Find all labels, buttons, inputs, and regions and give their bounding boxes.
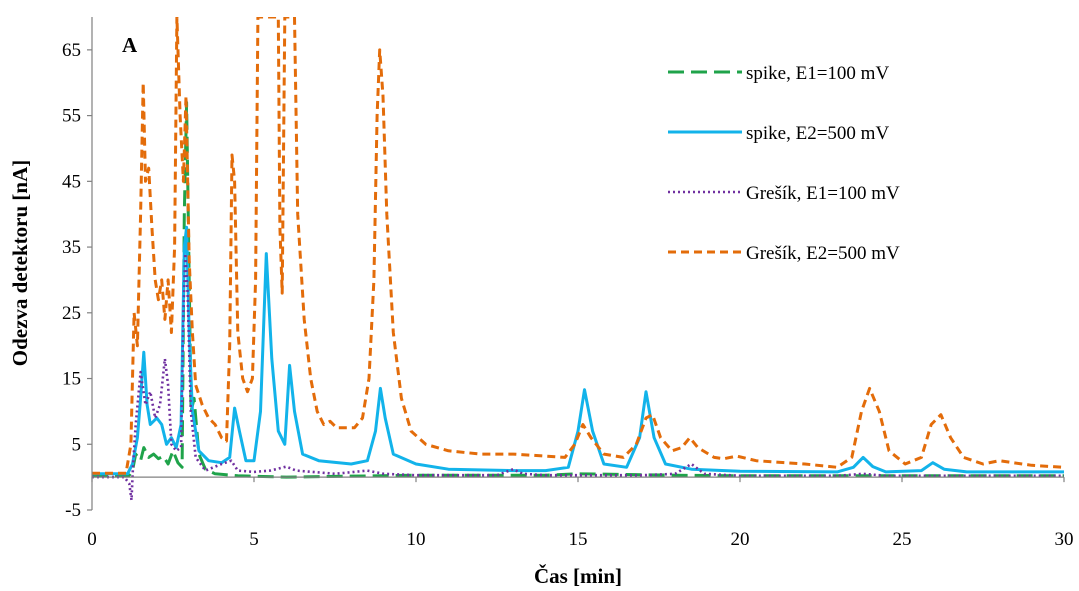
x-tick-label: 20 (731, 529, 750, 550)
panel-label: A (122, 33, 138, 57)
x-axis-title: Čas [min] (534, 564, 622, 588)
legend-label-4: Grešík, E2=500 mV (746, 243, 900, 264)
y-tick-label: 55 (62, 106, 81, 127)
series-line-2 (92, 225, 1064, 476)
x-tick-label: 15 (569, 529, 588, 550)
y-tick-label: 35 (62, 237, 81, 258)
y-tick-label: 15 (62, 369, 81, 390)
y-tick-label: -5 (65, 500, 81, 521)
x-tick-label: 30 (1055, 529, 1074, 550)
legend-label-1: spike, E1=100 mV (746, 63, 889, 84)
series-line-1 (92, 101, 1064, 479)
series-line-4 (92, 17, 1064, 475)
legend-label-2: spike, E2=500 mV (746, 123, 889, 144)
y-axis-title: Odezva detektoru [nA] (8, 160, 32, 366)
x-tick-label: 25 (893, 529, 912, 550)
legend: spike, E1=100 mV spike, E2=500 mV Grešík, … (668, 63, 900, 264)
y-tick-label: 25 (62, 303, 81, 324)
y-tick-label: 5 (72, 434, 82, 455)
series-layer (92, 17, 1064, 502)
axes-layer: 0 5 10 15 20 25 30 -5 5 15 25 35 45 55 65 (62, 17, 1074, 550)
x-tick-label: 10 (407, 529, 426, 550)
y-tick-label: 65 (62, 40, 81, 61)
y-tick-label: 45 (62, 171, 81, 192)
series-line-3 (92, 252, 1064, 502)
legend-label-3: Grešík, E1=100 mV (746, 183, 900, 204)
x-tick-label: 5 (249, 529, 259, 550)
x-tick-label: 0 (87, 529, 97, 550)
